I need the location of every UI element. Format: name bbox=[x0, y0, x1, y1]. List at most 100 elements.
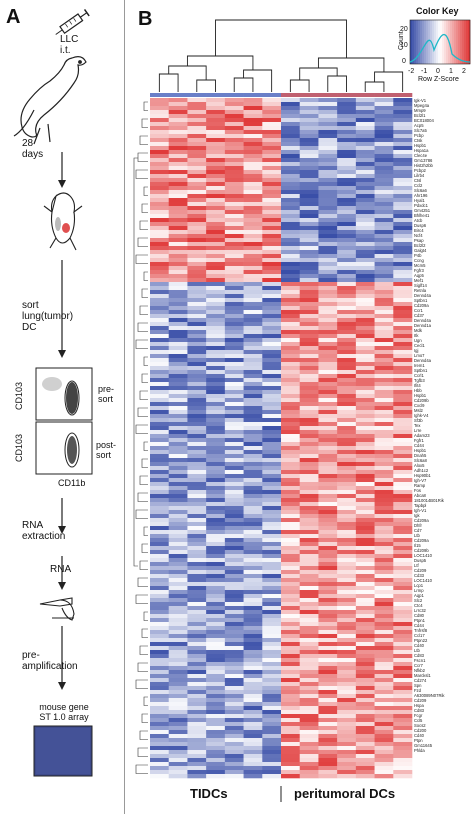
heatmap-cell bbox=[243, 222, 263, 227]
heatmap-cell bbox=[187, 430, 207, 435]
heatmap-cell bbox=[187, 610, 207, 615]
heatmap-cell bbox=[262, 698, 282, 703]
heatmap-cell bbox=[299, 282, 319, 287]
heatmap-cell bbox=[243, 186, 263, 191]
heatmap-cell bbox=[150, 326, 170, 331]
heatmap-cell bbox=[206, 422, 226, 427]
heatmap-cell bbox=[224, 318, 244, 323]
heatmap-cell bbox=[206, 738, 226, 743]
heatmap-cell bbox=[262, 650, 282, 655]
heatmap-cell bbox=[168, 250, 188, 255]
heatmap-cell bbox=[318, 278, 338, 283]
heatmap-cell bbox=[318, 714, 338, 719]
heatmap-cell bbox=[243, 342, 263, 347]
gene-label: Cd44 bbox=[414, 623, 425, 628]
heatmap-cell bbox=[168, 654, 188, 659]
heatmap-cell bbox=[206, 134, 226, 139]
heatmap-cell bbox=[150, 538, 170, 543]
heatmap-cell bbox=[318, 370, 338, 375]
heatmap-cell bbox=[355, 234, 375, 239]
heatmap-cell bbox=[281, 498, 301, 503]
heatmap-cell bbox=[318, 250, 338, 255]
heatmap-cell bbox=[187, 498, 207, 503]
heatmap-cell bbox=[374, 530, 394, 535]
heatmap-cell bbox=[262, 270, 282, 275]
heatmap-cell bbox=[224, 122, 244, 127]
heatmap-cell bbox=[374, 538, 394, 543]
heatmap-cell bbox=[262, 730, 282, 735]
heatmap-cell bbox=[243, 334, 263, 339]
heatmap-cell bbox=[187, 650, 207, 655]
heatmap-cell bbox=[355, 178, 375, 183]
heatmap-cell bbox=[224, 426, 244, 431]
gene-label: Slc6a8 bbox=[414, 458, 427, 463]
heatmap-cell bbox=[374, 734, 394, 739]
heatmap-cell bbox=[168, 350, 188, 355]
heatmap-cell bbox=[393, 406, 413, 411]
heatmap-cell bbox=[150, 734, 170, 739]
heatmap-cell bbox=[262, 202, 282, 207]
heatmap-cell bbox=[337, 646, 357, 651]
heatmap-cell bbox=[374, 430, 394, 435]
heatmap-cell bbox=[187, 334, 207, 339]
heatmap-cell bbox=[187, 326, 207, 331]
heatmap-cell bbox=[243, 446, 263, 451]
heatmap-cell bbox=[224, 730, 244, 735]
heatmap-cell bbox=[168, 246, 188, 251]
heatmap-cell bbox=[337, 602, 357, 607]
heatmap-cell bbox=[337, 726, 357, 731]
heatmap-cell bbox=[168, 150, 188, 155]
heatmap-cell bbox=[318, 662, 338, 667]
heatmap-cell bbox=[262, 510, 282, 515]
heatmap-cell bbox=[262, 462, 282, 467]
heatmap-cell bbox=[262, 318, 282, 323]
heatmap-cell bbox=[206, 638, 226, 643]
heatmap-cell bbox=[168, 526, 188, 531]
heatmap-cell bbox=[393, 242, 413, 247]
heatmap-cell bbox=[374, 106, 394, 111]
heatmap-cell bbox=[150, 218, 170, 223]
heatmap-cell bbox=[206, 386, 226, 391]
heatmap-cell bbox=[224, 462, 244, 467]
heatmap-cell bbox=[355, 342, 375, 347]
heatmap-cell bbox=[224, 378, 244, 383]
heatmap-cell bbox=[374, 210, 394, 215]
heatmap-cell bbox=[206, 678, 226, 683]
heatmap-cell bbox=[337, 510, 357, 515]
gene-label: Socs2 bbox=[414, 723, 426, 728]
gene-label: Nfkb2 bbox=[414, 668, 425, 673]
heatmap-cell bbox=[262, 446, 282, 451]
heatmap-cell bbox=[355, 186, 375, 191]
row-dendrogram bbox=[133, 101, 148, 774]
heatmap-cell bbox=[206, 166, 226, 171]
heatmap-cell bbox=[374, 570, 394, 575]
heatmap-cell bbox=[224, 130, 244, 135]
heatmap-cell bbox=[224, 430, 244, 435]
heatmap-cell bbox=[168, 466, 188, 471]
heatmap-cell bbox=[355, 278, 375, 283]
heatmap-cell bbox=[355, 618, 375, 623]
gene-label: Fos bbox=[414, 488, 421, 493]
heatmap-cell bbox=[262, 226, 282, 231]
heatmap-cell bbox=[224, 158, 244, 163]
heatmap-cell bbox=[187, 534, 207, 539]
heatmap-cell bbox=[224, 614, 244, 619]
heatmap-cell bbox=[224, 246, 244, 251]
heatmap-cell bbox=[243, 634, 263, 639]
heatmap-cell bbox=[243, 158, 263, 163]
heatmap-cell bbox=[243, 162, 263, 167]
heatmap-cell bbox=[299, 442, 319, 447]
heatmap-cell bbox=[262, 246, 282, 251]
heatmap-cell bbox=[168, 234, 188, 239]
heatmap-cell bbox=[318, 198, 338, 203]
heatmap-cell bbox=[243, 194, 263, 199]
gene-label: Ugn bbox=[414, 338, 422, 343]
heatmap-cell bbox=[318, 578, 338, 583]
heatmap-cell bbox=[299, 294, 319, 299]
heatmap-cell bbox=[206, 742, 226, 747]
heatmap-cell bbox=[150, 614, 170, 619]
heatmap-cell bbox=[393, 410, 413, 415]
heatmap-cell bbox=[187, 614, 207, 619]
heatmap-cell bbox=[374, 114, 394, 119]
gene-label: Dennd1a bbox=[414, 323, 431, 328]
